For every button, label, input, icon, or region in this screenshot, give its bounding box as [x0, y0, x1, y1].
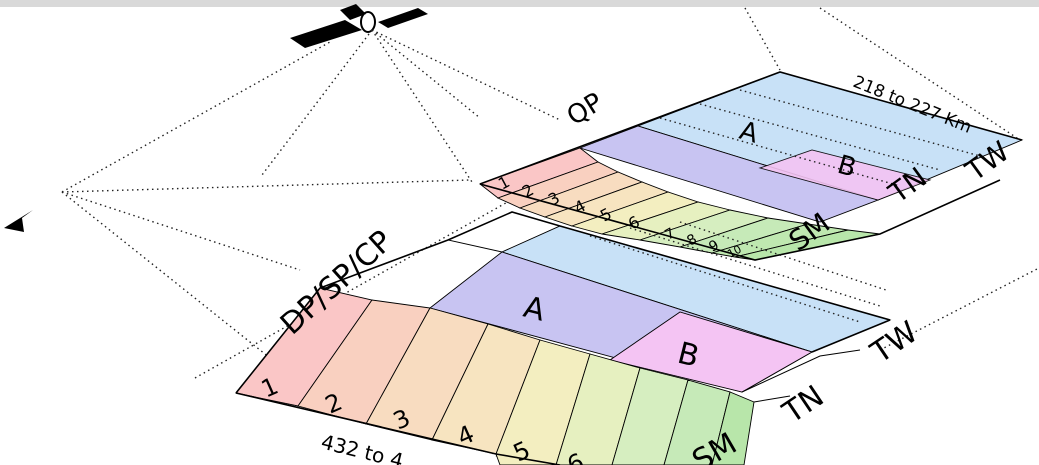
qp-number: 10: [725, 243, 743, 261]
satellite-icon: [290, 4, 428, 48]
viewing-lines: [61, 7, 1039, 459]
top-bar: [0, 0, 1039, 7]
dp-range-label: 432 to 4: [319, 430, 406, 465]
qp-mode-label: QP: [562, 87, 609, 132]
dp-tn-label: TN: [776, 379, 830, 431]
qp-swath: [479, 71, 1024, 261]
dp-swath: [235, 211, 892, 465]
direction-arrow-icon: [4, 210, 33, 232]
